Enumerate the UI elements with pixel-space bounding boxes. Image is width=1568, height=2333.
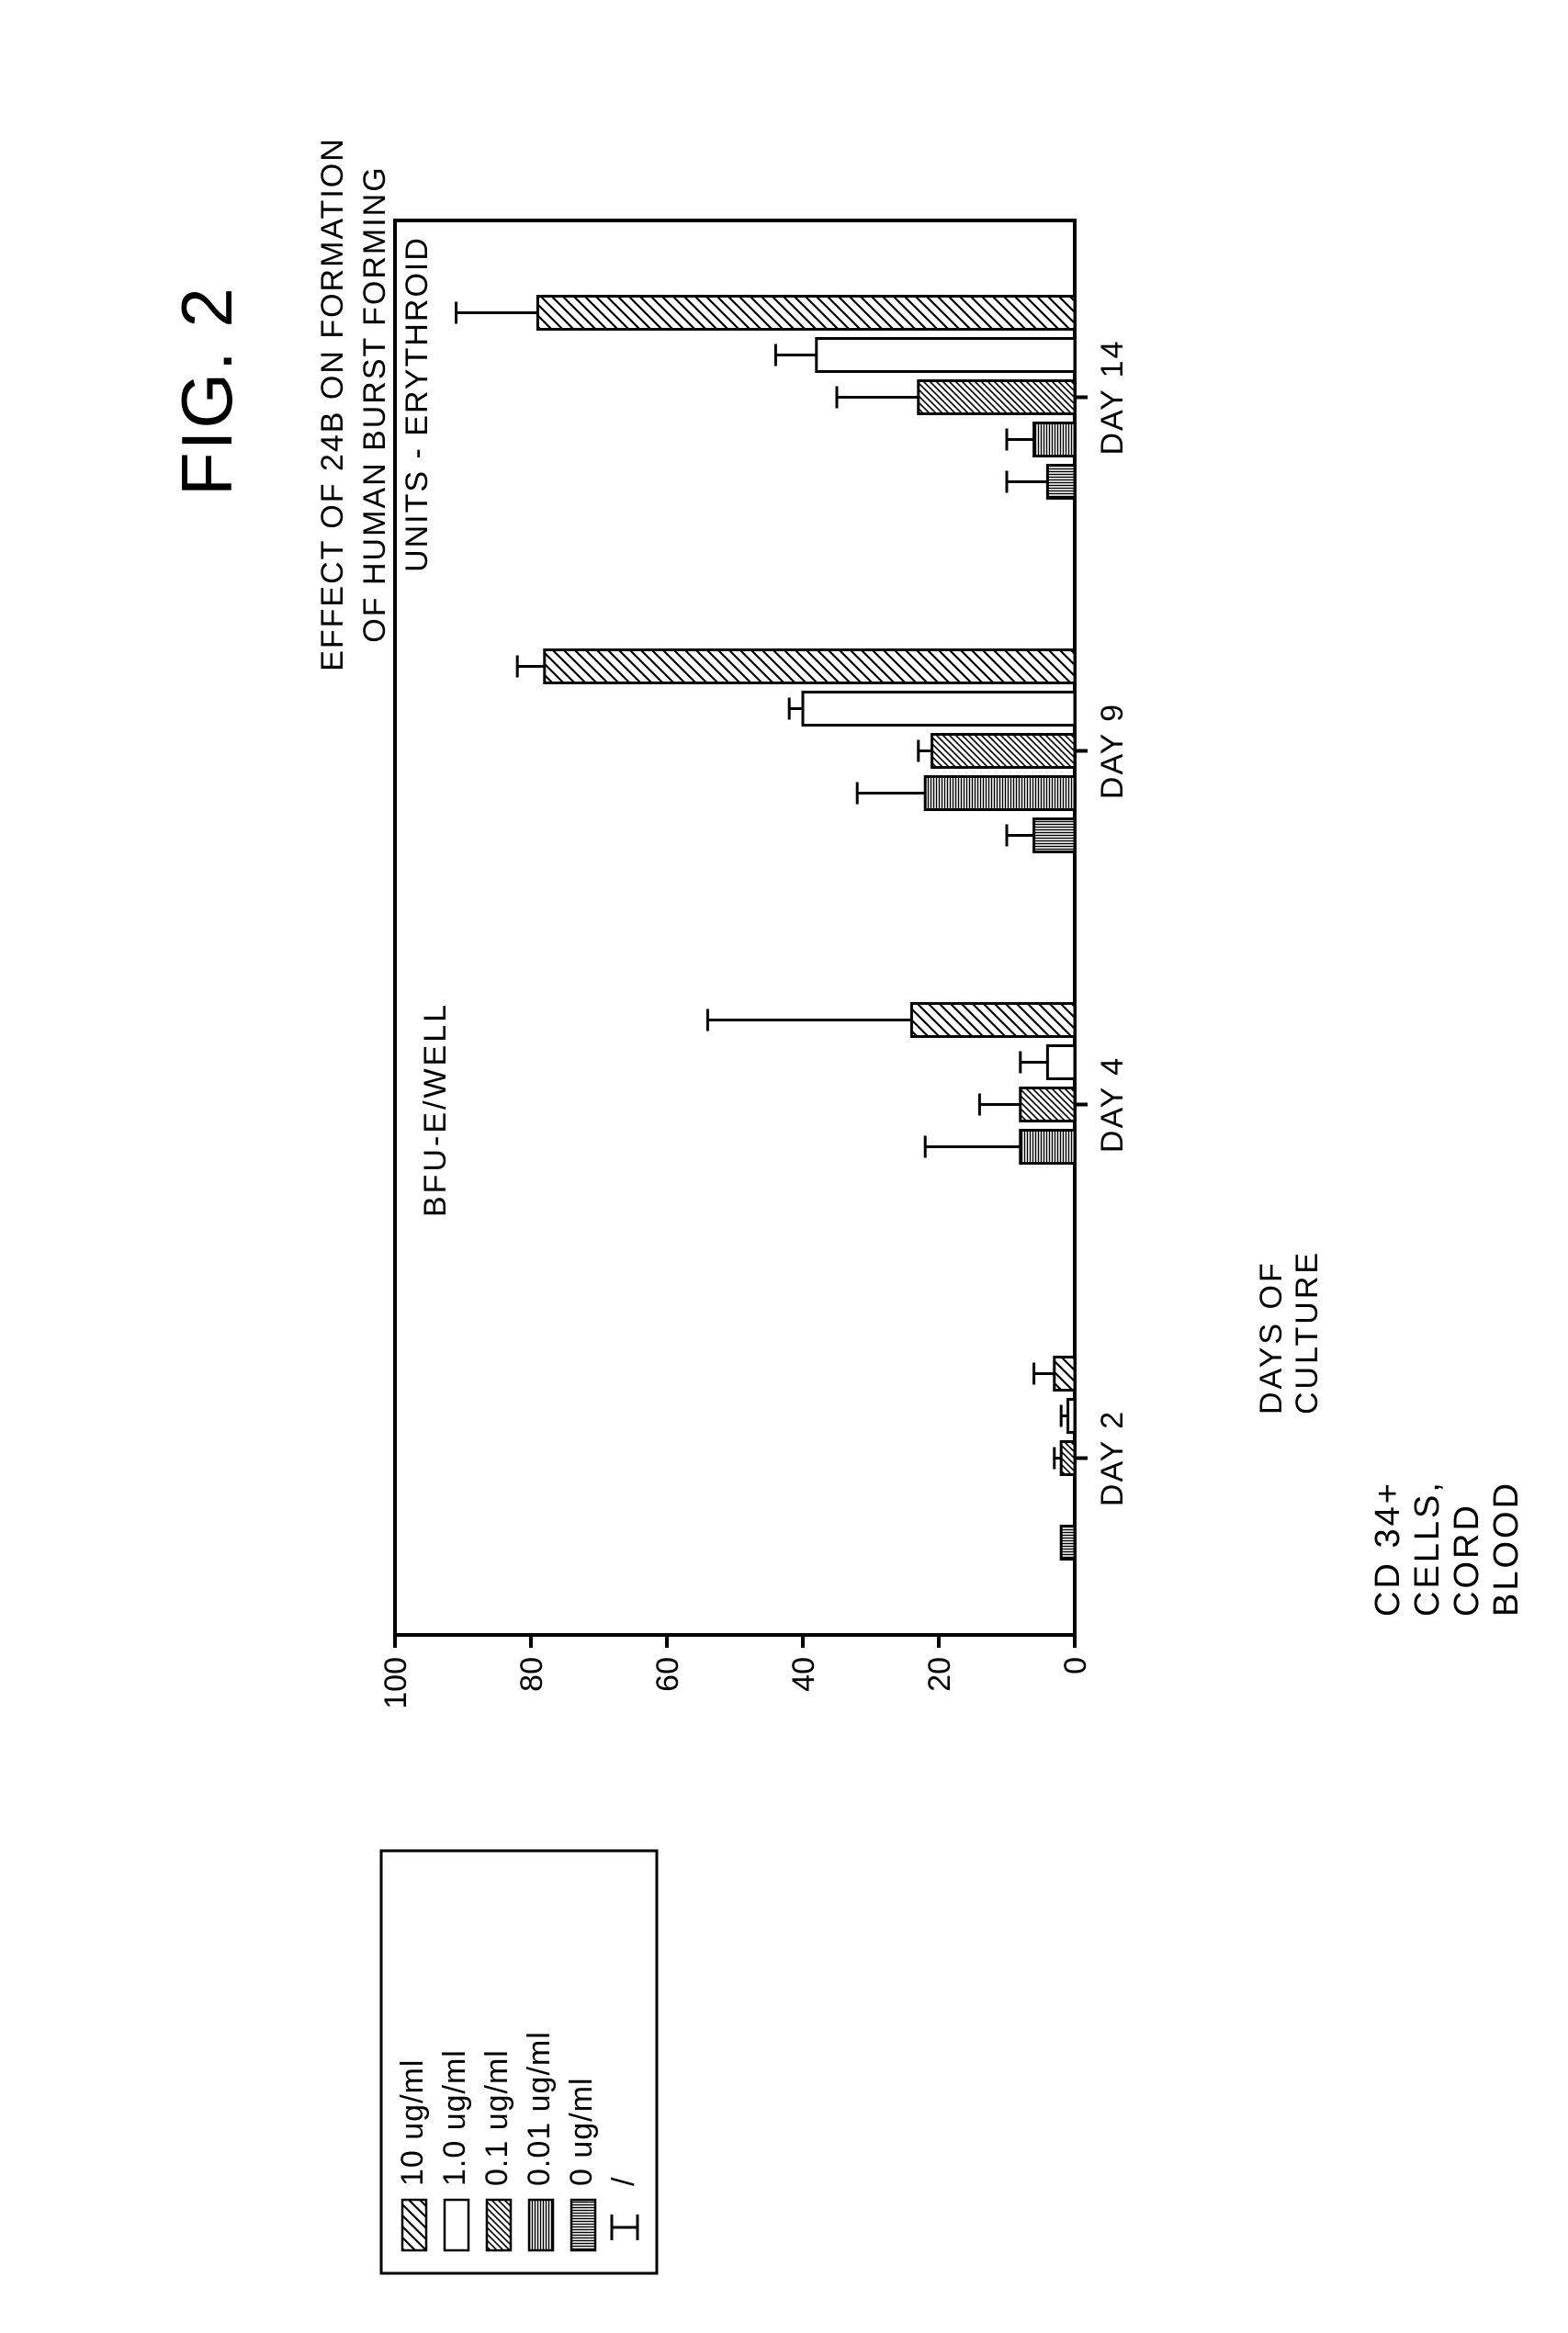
- legend: 10 ug/ml1.0 ug/ml0.1 ug/ml0.01 ug/ml0 ug…: [377, 1846, 661, 2278]
- legend-label: /: [606, 2177, 641, 2186]
- x-tick-label: DAY 2: [1095, 1410, 1130, 1506]
- bar: [1061, 1527, 1075, 1560]
- bar: [1034, 819, 1075, 852]
- chart-title-line1: EFFECT OF 24B ON FORMATION: [312, 119, 355, 689]
- legend-label: 10 ug/ml: [395, 2059, 430, 2186]
- bar: [1047, 466, 1075, 499]
- x-tick-label: DAY 9: [1095, 703, 1130, 799]
- bar: [1021, 1088, 1075, 1121]
- bar: [1034, 423, 1075, 456]
- bar: [817, 339, 1075, 372]
- bar: [919, 381, 1075, 414]
- legend-swatch: [571, 2200, 595, 2250]
- y-tick-label: 80: [514, 1657, 549, 1692]
- x-axis-label: DAYS OF CULTURE: [1254, 1100, 1325, 1414]
- bar: [537, 297, 1075, 330]
- legend-swatch: [487, 2200, 511, 2250]
- bar: [1021, 1131, 1075, 1164]
- legend-swatch: [402, 2200, 426, 2250]
- legend-label: 1.0 ug/ml: [437, 2049, 472, 2186]
- bar: [803, 693, 1075, 726]
- bar: [932, 735, 1075, 768]
- bar: [925, 777, 1075, 810]
- caption: CD 34+ CELLS, CORD BLOOD: [1369, 1417, 1527, 1617]
- bar: [1047, 1046, 1075, 1079]
- legend-label: 0.01 ug/ml: [522, 2031, 557, 2186]
- bar: [1061, 1442, 1075, 1475]
- legend-swatch: [529, 2200, 553, 2250]
- legend-label: 0 ug/ml: [564, 2078, 599, 2187]
- y-tick-label: 40: [786, 1657, 821, 1692]
- page-root: FIG. 2 EFFECT OF 24B ON FORMATION OF HUM…: [0, 0, 1568, 2333]
- legend-swatch: [445, 2200, 468, 2250]
- x-tick-label: DAY 14: [1095, 339, 1130, 455]
- y-tick-label: 0: [1058, 1657, 1093, 1674]
- bar: [545, 650, 1075, 683]
- x-tick-label: DAY 4: [1095, 1056, 1130, 1153]
- bar-chart: 0 20 40 60 80 100 DAY 2 DAY 4 DAY 9 DAY 14: [367, 193, 1194, 1754]
- bar: [911, 1004, 1075, 1037]
- y-tick-label: 60: [650, 1657, 685, 1692]
- y-tick-label: 100: [378, 1657, 413, 1709]
- bar: [1068, 1400, 1075, 1433]
- bar: [1055, 1358, 1075, 1391]
- legend-label: 0.1 ug/ml: [479, 2049, 514, 2186]
- figure-label: FIG. 2: [165, 286, 249, 496]
- y-tick-label: 20: [922, 1657, 957, 1692]
